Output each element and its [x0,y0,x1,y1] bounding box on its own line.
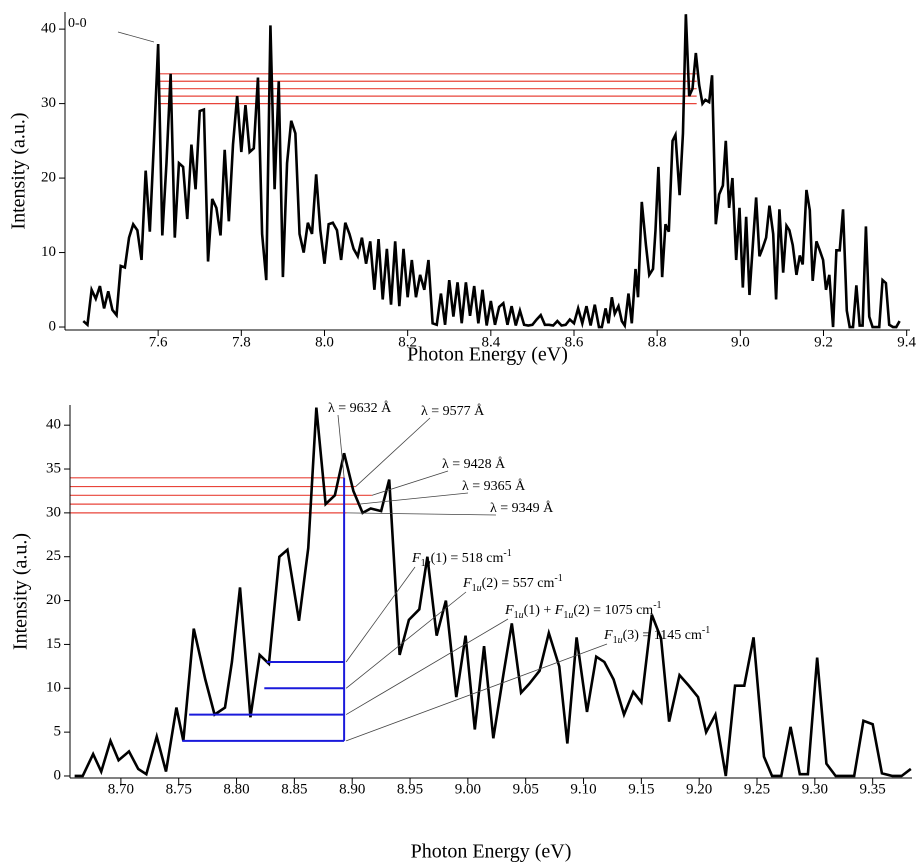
annotation-part: (2) = 557 cm [482,576,555,591]
y-tick-label: 40 [41,21,56,37]
y-tick-label: 0 [54,767,62,783]
leader-line [371,470,449,496]
x-axis-title: Photon Energy (eV) [407,344,568,366]
annotation-part: F [462,576,472,591]
annotation-part: F [554,603,564,618]
annotation-part: -1 [653,600,661,611]
annotation-part: λ = 9428 Å [442,456,506,472]
annotation-part: λ = 9349 Å [490,500,554,516]
x-axis-title: Photon Energy (eV) [411,841,572,863]
x-tick-label: 8.90 [339,781,365,797]
leader-line [337,414,345,478]
data-line [82,14,901,330]
annotation-part: u [519,610,524,621]
annotation-part: (1) + [524,603,555,618]
annotation: λ = 9577 Å [421,403,485,419]
x-tick-label: 8.70 [108,781,134,797]
x-tick-label: 9.00 [455,781,481,797]
annotation: F1u(3) = 1145 cm-1 [603,625,710,646]
y-tick-label: 10 [46,680,61,696]
annotation: 0-0 [68,16,87,31]
y-tick-label: 5 [54,724,62,740]
x-tick-label: 9.2 [814,334,833,350]
x-tick-label: 9.25 [744,781,770,797]
x-tick-label: 8.95 [397,781,423,797]
annotation-part: u [568,610,573,621]
x-tick-label: 8.75 [166,781,192,797]
y-tick-label: 35 [46,460,61,476]
y-tick-label: 40 [46,417,61,433]
annotation-part: λ = 9577 Å [421,403,485,419]
x-tick-label: 9.4 [897,334,916,350]
leader-line [345,591,467,689]
leader-line [117,31,155,43]
x-tick-label: 9.20 [686,781,712,797]
leader-line [345,566,416,663]
y-tick-label: 25 [46,548,61,564]
x-tick-label: 8.2 [398,334,417,350]
annotation-part: -1 [503,548,511,559]
annotation-part: 1 [563,610,568,621]
leader-line [359,492,469,505]
annotation-part: u [477,583,482,594]
x-tick-label: 9.30 [802,781,828,797]
annotation: F1u(1) = 518 cm-1 [411,548,512,569]
annotation: F1u(2) = 557 cm-1 [462,573,563,594]
x-tick-label: 8.8 [648,334,667,350]
leader-line [355,417,431,487]
leader-line [345,643,608,742]
x-tick-label: 8.85 [281,781,307,797]
x-tick-label: 8.0 [315,334,334,350]
y-tick-label: 15 [46,636,61,652]
annotation-part: (2) = 1075 cm [573,603,653,618]
annotation: λ = 9365 Å [462,478,526,494]
x-tick-label: 7.8 [232,334,251,350]
annotation-part: λ = 9365 Å [462,478,526,494]
leader-line [346,512,497,516]
x-tick-label: 8.80 [223,781,249,797]
annotation-part: F [603,628,613,643]
x-tick-label: 8.6 [565,334,584,350]
annotation-part: (1) = 518 cm [431,551,504,566]
annotation-part: 1 [472,583,477,594]
annotation-part: -1 [554,573,562,584]
annotation-part: F [504,603,514,618]
y-axis-title: Intensity (a.u.) [8,112,30,229]
y-tick-label: 10 [41,244,56,260]
y-axis-title: Intensity (a.u.) [10,533,32,650]
x-tick-label: 9.10 [570,781,596,797]
x-tick-label: 8.4 [481,334,500,350]
annotation-part: u [426,558,431,569]
x-tick-label: 9.35 [860,781,886,797]
x-tick-label: 9.0 [731,334,750,350]
annotation-part: -1 [702,625,710,636]
annotation-part: 1 [421,558,426,569]
y-tick-label: 30 [41,95,56,111]
x-tick-label: 9.15 [628,781,654,797]
annotation-part: λ = 9632 Å [328,400,392,416]
annotation: λ = 9632 Å [328,400,392,416]
y-tick-label: 20 [41,170,56,186]
annotation-part: u [618,635,623,646]
x-tick-label: 9.05 [513,781,539,797]
y-tick-label: 0 [49,318,57,334]
annotation: F1u(1) + F1u(2) = 1075 cm-1 [504,600,662,621]
y-tick-label: 20 [46,592,61,608]
annotation-part: 1 [613,635,618,646]
y-tick-label: 30 [46,504,61,520]
x-tick-label: 7.6 [149,334,168,350]
annotation-part: 0-0 [68,16,87,31]
leader-line [345,618,509,715]
annotation-part: (3) = 1145 cm [623,628,702,643]
annotation: λ = 9349 Å [490,500,554,516]
annotation-part: F [411,551,421,566]
annotation-part: 1 [514,610,519,621]
annotation: λ = 9428 Å [442,456,506,472]
